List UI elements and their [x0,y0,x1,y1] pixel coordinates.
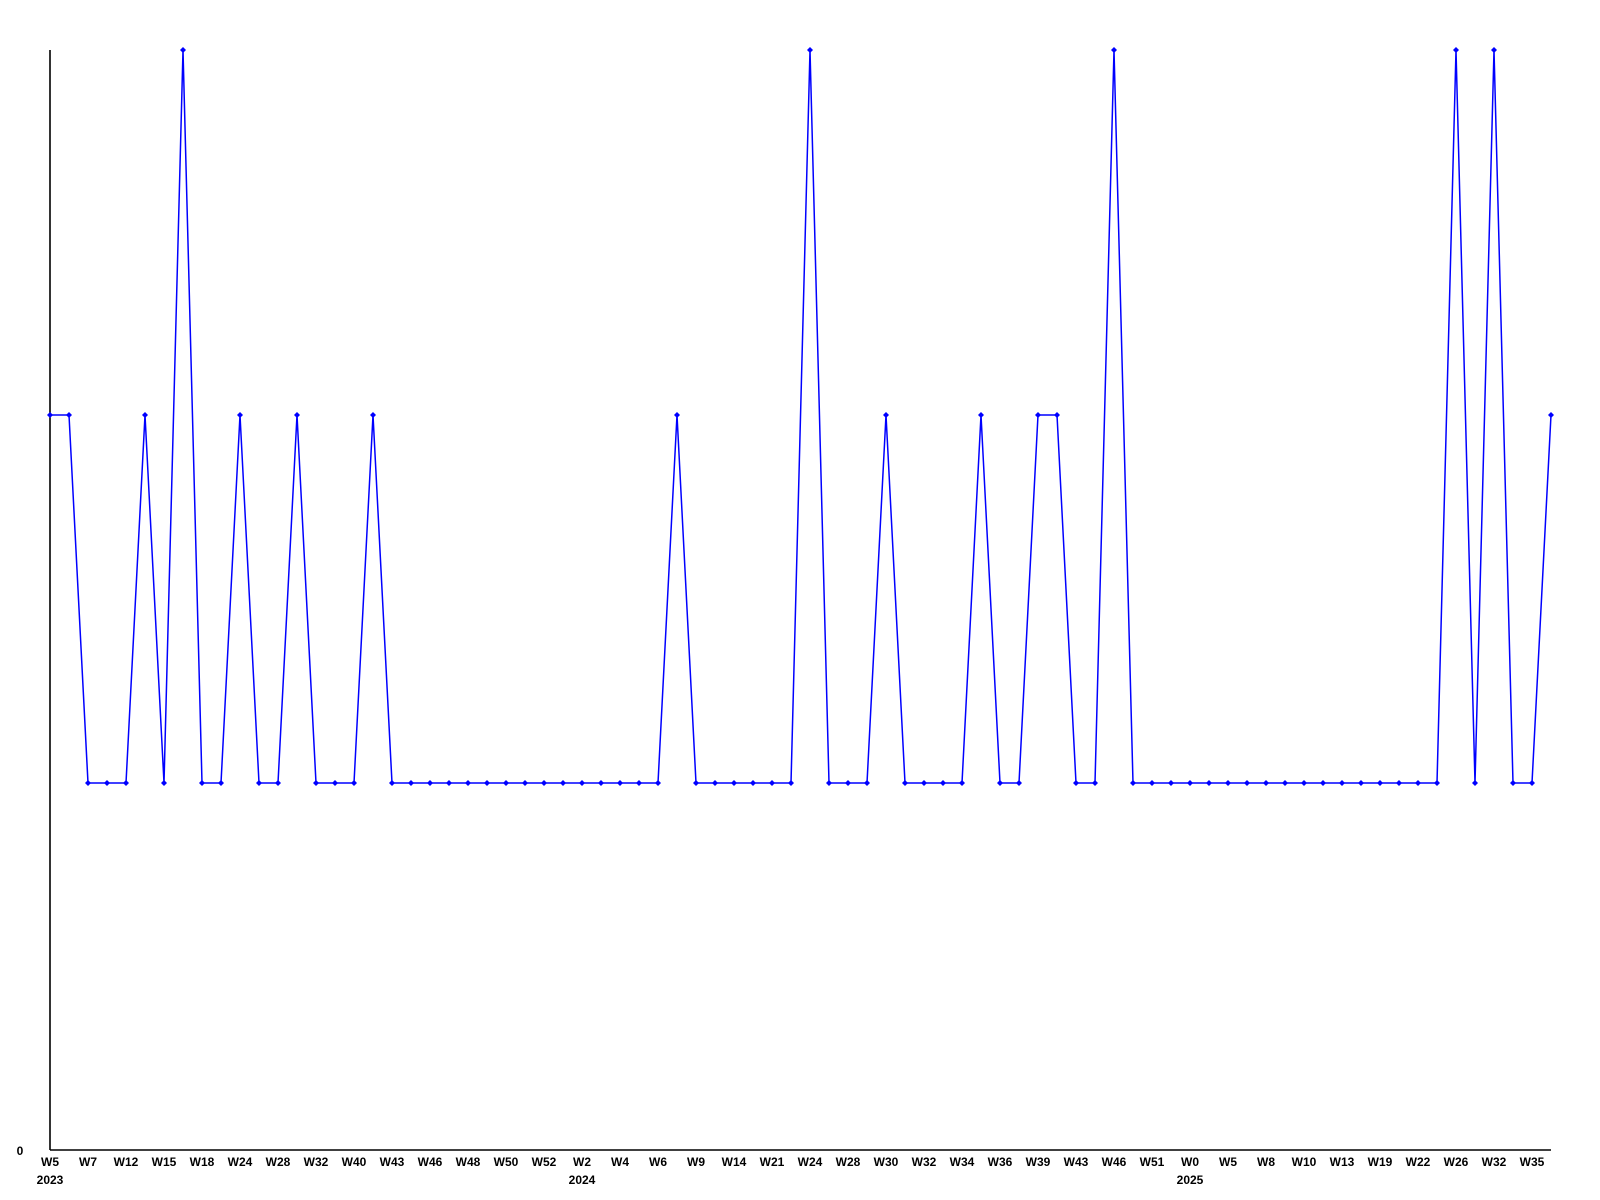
svg-text:W10: W10 [1292,1155,1317,1169]
svg-text:W5: W5 [41,1155,59,1169]
svg-text:W35: W35 [1520,1155,1545,1169]
svg-text:W24: W24 [228,1155,253,1169]
svg-text:W30: W30 [874,1155,899,1169]
svg-text:W15: W15 [152,1155,177,1169]
svg-text:W9: W9 [687,1155,705,1169]
svg-text:2023: 2023 [37,1173,64,1187]
svg-text:W7: W7 [79,1155,97,1169]
svg-text:W32: W32 [304,1155,329,1169]
svg-text:W2: W2 [573,1155,591,1169]
svg-text:W21: W21 [760,1155,785,1169]
svg-text:W32: W32 [1482,1155,1507,1169]
svg-text:W6: W6 [649,1155,667,1169]
svg-text:0: 0 [17,1144,24,1158]
svg-text:W46: W46 [418,1155,443,1169]
svg-text:W0: W0 [1181,1155,1199,1169]
svg-text:W43: W43 [1064,1155,1089,1169]
svg-text:W28: W28 [266,1155,291,1169]
svg-text:W52: W52 [532,1155,557,1169]
svg-text:W28: W28 [836,1155,861,1169]
svg-text:2025: 2025 [1177,1173,1204,1187]
svg-text:W32: W32 [912,1155,937,1169]
svg-text:W19: W19 [1368,1155,1393,1169]
svg-text:W13: W13 [1330,1155,1355,1169]
svg-text:W36: W36 [988,1155,1013,1169]
svg-text:W46: W46 [1102,1155,1127,1169]
svg-text:W50: W50 [494,1155,519,1169]
svg-text:W22: W22 [1406,1155,1431,1169]
svg-text:W51: W51 [1140,1155,1165,1169]
svg-text:2024: 2024 [569,1173,596,1187]
svg-text:W39: W39 [1026,1155,1051,1169]
svg-text:W26: W26 [1444,1155,1469,1169]
svg-text:W34: W34 [950,1155,975,1169]
svg-text:W24: W24 [798,1155,823,1169]
svg-text:W8: W8 [1257,1155,1275,1169]
svg-text:W12: W12 [114,1155,139,1169]
svg-text:W5: W5 [1219,1155,1237,1169]
svg-text:W48: W48 [456,1155,481,1169]
svg-text:W14: W14 [722,1155,747,1169]
svg-text:W43: W43 [380,1155,405,1169]
svg-text:W4: W4 [611,1155,629,1169]
svg-text:W40: W40 [342,1155,367,1169]
svg-text:W18: W18 [190,1155,215,1169]
